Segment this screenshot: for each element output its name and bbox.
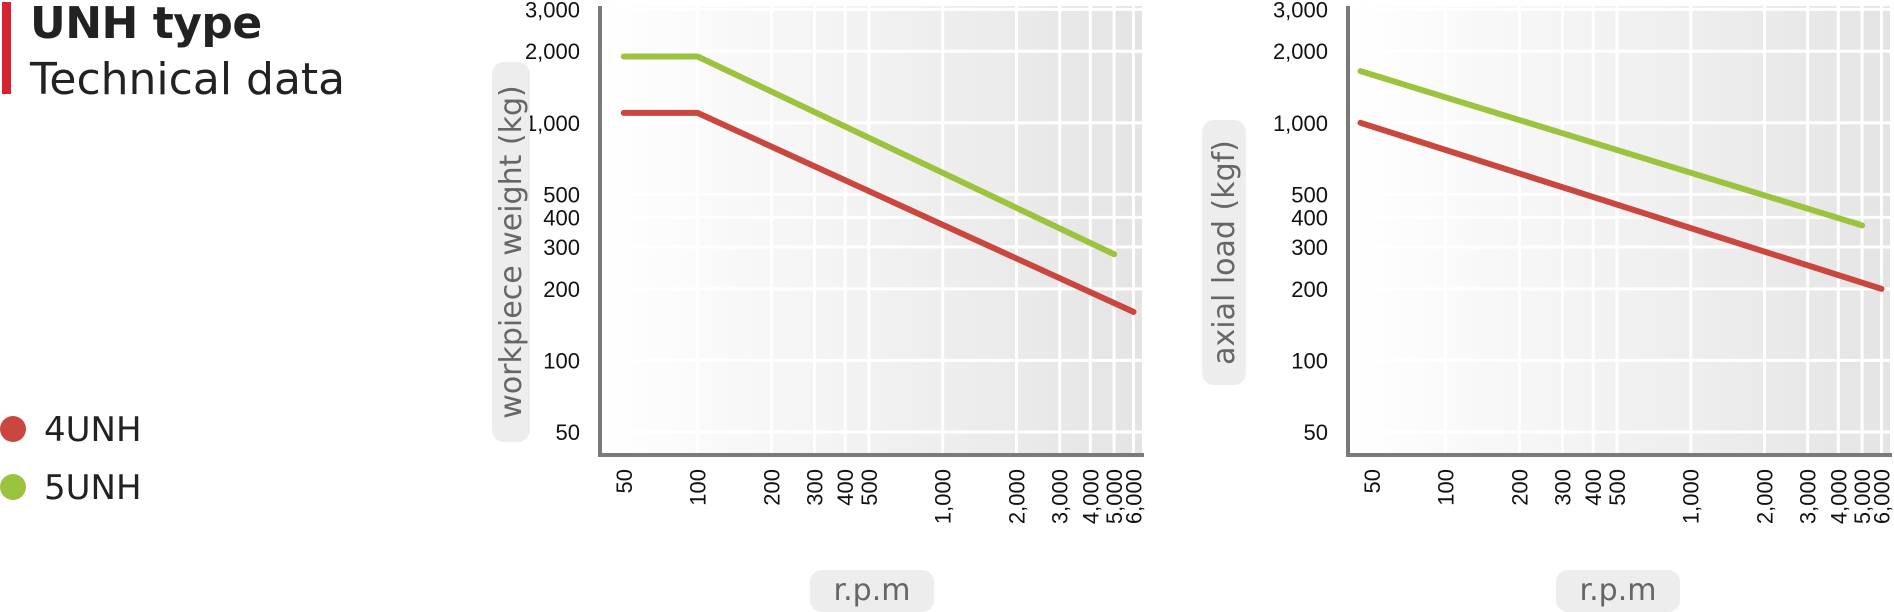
x-tick-label: 6,000: [1121, 469, 1146, 524]
legend-label-4unh: 4UNH: [44, 410, 142, 450]
x-tick-label: 4,000: [1078, 469, 1103, 524]
x-tick-label: 300: [1551, 469, 1576, 506]
x-tick-label: 3,000: [1796, 469, 1821, 524]
x-tick-label: 5,000: [1102, 469, 1127, 524]
series-line-4unh: [1357, 119, 1885, 292]
y-tick-label: 3,000: [1273, 0, 1328, 22]
y-tick-label: 50: [556, 420, 580, 445]
series-line-5unh: [620, 53, 1118, 258]
x-tick-label: 300: [803, 469, 828, 506]
y-tick-label: 300: [543, 235, 580, 260]
x-tick-label: 50: [612, 469, 637, 493]
series-line-5unh: [1357, 68, 1866, 229]
plot-area: [1348, 6, 1890, 455]
y-tick-label: 3,000: [525, 0, 580, 22]
y-tick-label: 300: [1291, 235, 1328, 260]
x-tick-label: 4,000: [1826, 469, 1851, 524]
y-tick-label: 400: [1291, 205, 1328, 230]
x-axis-label-bg: [810, 570, 934, 612]
y-tick-label: 2,000: [1273, 39, 1328, 64]
y-tick-label: 200: [543, 277, 580, 302]
x-tick-label: 400: [1581, 469, 1606, 506]
page-subtitle: Technical data: [30, 54, 346, 105]
y-axis-label-bg: [492, 62, 530, 442]
y-tick-label: 2,000: [525, 39, 580, 64]
legend-marker-4unh: [0, 416, 26, 442]
y-tick-label: 500: [543, 182, 580, 207]
x-axis-label: r.p.m: [834, 573, 911, 608]
y-axis-label-bg: [1202, 120, 1246, 385]
y-tick-label: 400: [543, 205, 580, 230]
x-tick-label: 2,000: [1753, 469, 1778, 524]
y-axis-label: workpiece weight (kg): [494, 85, 529, 418]
x-tick-label: 100: [1434, 469, 1459, 506]
x-tick-label: 3,000: [1048, 469, 1073, 524]
series-line-4unh: [620, 109, 1137, 315]
y-axis-label: axial load (kgf): [1207, 140, 1242, 365]
legend-label-5unh: 5UNH: [44, 468, 142, 508]
x-tick-label: 200: [759, 469, 784, 506]
x-tick-label: 500: [1605, 469, 1630, 506]
x-tick-label: 400: [833, 469, 858, 506]
y-tick-label: 500: [1291, 182, 1328, 207]
x-tick-label: 50: [1360, 469, 1385, 493]
x-tick-label: 5,000: [1850, 469, 1875, 524]
x-tick-label: 200: [1507, 469, 1532, 506]
page-title: UNH type: [30, 0, 262, 49]
plot-area: [600, 6, 1142, 455]
y-tick-label: 200: [1291, 277, 1328, 302]
y-tick-label: 100: [543, 348, 580, 373]
y-tick-label: 100: [1291, 348, 1328, 373]
x-tick-label: 100: [686, 469, 711, 506]
x-tick-label: 1,000: [931, 469, 956, 524]
x-tick-label: 2,000: [1005, 469, 1030, 524]
x-tick-label: 500: [857, 469, 882, 506]
legend-marker-5unh: [0, 474, 26, 500]
x-axis-label-bg: [1556, 570, 1680, 612]
x-axis-label: r.p.m: [1580, 573, 1657, 608]
y-tick-label: 1,000: [1273, 111, 1328, 136]
y-tick-label: 1,000: [525, 111, 580, 136]
y-tick-label: 50: [1304, 420, 1328, 445]
x-tick-label: 6,000: [1869, 469, 1894, 524]
x-tick-label: 1,000: [1679, 469, 1704, 524]
title-accent-bar: [2, 2, 11, 94]
